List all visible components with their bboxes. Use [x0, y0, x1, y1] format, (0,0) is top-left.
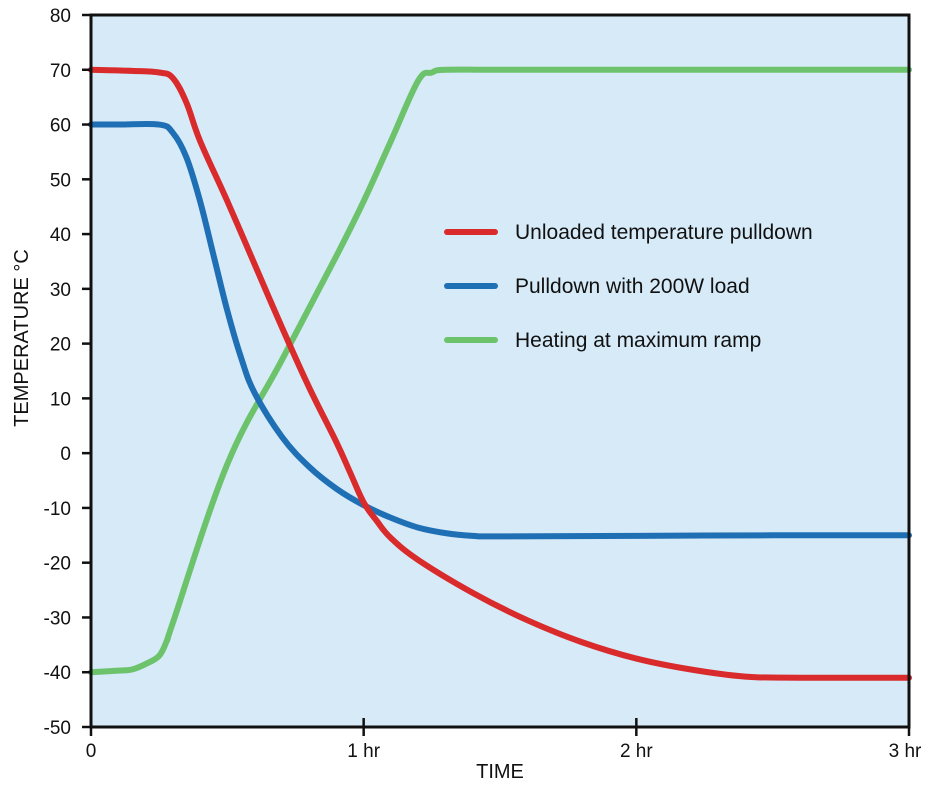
y-tick-label: 50 [50, 170, 71, 191]
plot-frame [89, 13, 911, 729]
y-tick-label: 70 [50, 61, 71, 82]
x-tick-label: 2 hr [620, 741, 653, 762]
legend-label-heating-at-maximum-ramp: Heating at maximum ramp [515, 329, 761, 352]
x-axis-title: TIME [476, 761, 524, 783]
y-tick-label: 40 [50, 225, 71, 246]
y-tick-label: 20 [50, 335, 71, 356]
plot-background [91, 15, 909, 727]
y-tick-label: -30 [44, 608, 71, 629]
y-axis: 80 70 60 50 40 30 20 10 0 -10 -20 -30 -40 -50 [44, 6, 91, 739]
legend-label-pulldown-with-200w-load: Pulldown with 200W load [515, 275, 750, 298]
y-tick-label: 0 [60, 444, 71, 465]
y-tick-label: 10 [50, 389, 71, 410]
x-tick-label: 3 hr [889, 741, 922, 762]
y-tick-label: -20 [44, 554, 71, 575]
legend-label-unloaded-temperature-pulldown: Unloaded temperature pulldown [515, 221, 813, 244]
x-tick-label: 0 [86, 741, 97, 762]
y-tick-label: -40 [44, 663, 71, 684]
x-axis: 0 1 hr 2 hr 3 hr [86, 718, 922, 762]
series-lines [88, 66, 912, 681]
y-tick-label: -10 [44, 499, 71, 520]
y-tick-label: 80 [50, 6, 71, 27]
y-axis-title: TEMPERATURE °C [11, 249, 33, 427]
series-line-pulldown-with-200w-load [88, 120, 912, 540]
x-tick-label: 1 hr [347, 741, 380, 762]
series-line-unloaded-temperature-pulldown [88, 66, 912, 681]
series-line-heating-at-maximum-ramp [88, 66, 912, 676]
y-tick-label: -50 [44, 718, 71, 739]
legend: Unloaded temperature pulldown Pulldown wi… [444, 221, 813, 352]
y-tick-label: 30 [50, 280, 71, 301]
y-tick-label: 60 [50, 116, 71, 137]
